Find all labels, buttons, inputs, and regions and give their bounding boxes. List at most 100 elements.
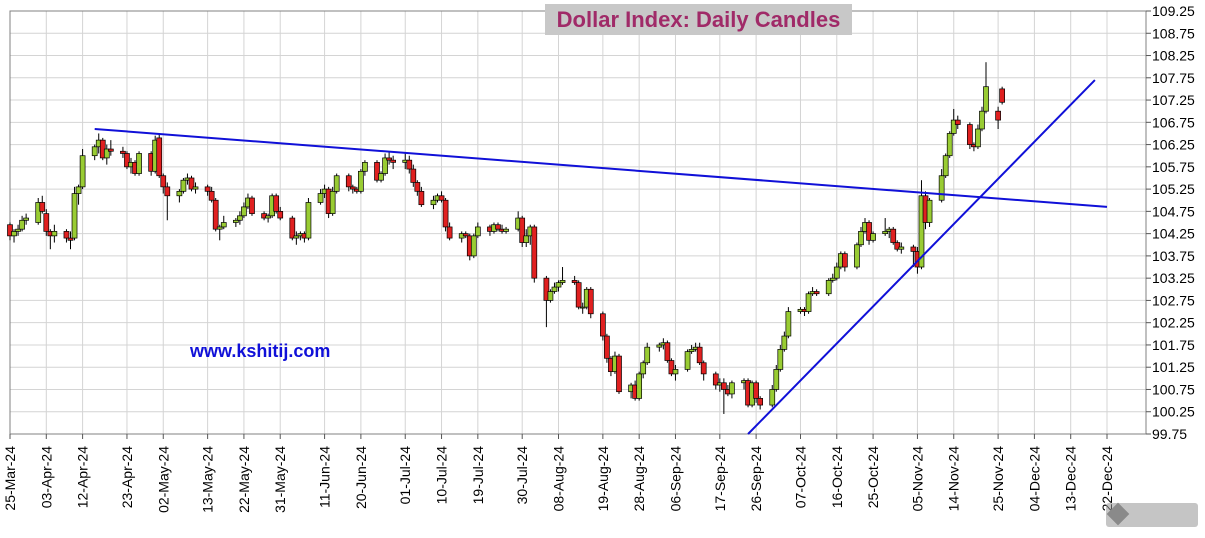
candle — [942, 153, 949, 178]
y-tick-label: 103.25 — [1152, 270, 1195, 286]
candle-body-down — [571, 280, 578, 283]
candle — [829, 273, 836, 283]
candle — [19, 215, 25, 232]
candle-body-up — [854, 244, 860, 268]
x-tick-label: 16-Oct-24 — [829, 446, 845, 508]
candle-body-up — [11, 231, 17, 237]
candle-body-up — [785, 311, 792, 337]
candle — [979, 106, 985, 132]
y-tick-label: 109.25 — [1152, 3, 1195, 19]
candle-body-up — [233, 219, 239, 223]
candle — [503, 226, 509, 234]
candle — [616, 353, 622, 394]
candle-body-down — [531, 226, 538, 279]
candle — [71, 186, 78, 241]
y-tick-label: 100.75 — [1152, 381, 1195, 397]
candle-body-down — [813, 291, 820, 295]
candle-body-up — [636, 373, 643, 399]
candle — [289, 215, 296, 241]
chart-title-background — [545, 4, 852, 35]
candle — [870, 231, 876, 243]
candle — [866, 220, 872, 245]
candle — [918, 180, 925, 270]
candle-body-down — [212, 199, 219, 230]
candle — [813, 289, 820, 296]
candle — [35, 198, 42, 225]
candle — [938, 169, 945, 203]
x-tick-label: 12-Apr-24 — [75, 446, 91, 508]
candle — [785, 307, 792, 339]
x-tick-label: 19-Jul-24 — [470, 446, 486, 505]
candle-body-down — [668, 360, 675, 375]
candle-body-up — [176, 190, 183, 197]
candle — [894, 240, 901, 252]
candle — [317, 189, 324, 205]
y-tick-label: 100.25 — [1152, 404, 1195, 420]
candle-body-up — [192, 186, 199, 190]
candle — [79, 149, 86, 190]
candle-body-down — [390, 159, 396, 163]
candle-body-up — [950, 119, 957, 134]
candle — [753, 380, 759, 403]
candle-body-down — [910, 246, 917, 252]
candle — [668, 358, 675, 377]
candle-body-down — [277, 211, 284, 219]
candle-body-up — [293, 235, 300, 239]
candle — [91, 144, 98, 161]
candle-body-up — [237, 215, 243, 221]
x-tick-label: 04-Dec-24 — [1026, 446, 1042, 512]
candle — [684, 349, 691, 372]
y-tick-label: 107.25 — [1152, 92, 1195, 108]
candle — [345, 173, 352, 192]
candle-body-up — [474, 226, 481, 237]
y-axis-ticks: 109.25 108.75 108.25 107.75 107.25 106.75 106.… — [1146, 3, 1195, 442]
candle — [390, 155, 396, 170]
candle — [910, 244, 917, 268]
x-tick-label: 11-Jun-24 — [317, 446, 333, 508]
candle-body-down — [406, 159, 413, 170]
x-tick-label: 02-May-24 — [155, 446, 171, 513]
candle — [781, 331, 788, 352]
candle-body-up — [975, 128, 981, 148]
x-axis-ticks: 25-Mar-24 03-Apr-24 12-Apr-24 23-Apr-24 02-M… — [2, 434, 1115, 513]
candle — [604, 333, 610, 363]
candle-body-up — [942, 155, 949, 177]
candle-body-up — [71, 193, 78, 239]
y-tick-label: 108.75 — [1152, 25, 1195, 41]
candle-body-down — [43, 213, 50, 232]
candle-body-down — [374, 162, 380, 181]
x-tick-label: 23-Apr-24 — [119, 446, 135, 508]
candle-body-down — [414, 182, 421, 192]
candle — [458, 231, 465, 243]
candle-body-down — [664, 342, 671, 361]
candle — [470, 233, 477, 259]
candle — [386, 151, 392, 165]
website-link[interactable]: www.kshitij.com — [190, 341, 331, 361]
candle-body-down — [721, 382, 727, 390]
candle — [216, 224, 223, 241]
candle-body-down — [156, 137, 163, 177]
x-tick-label: 19-Aug-24 — [595, 446, 611, 512]
candle — [51, 224, 58, 243]
candle-body-up — [983, 86, 989, 112]
candle — [418, 186, 425, 207]
candle — [188, 175, 195, 192]
candle — [688, 344, 695, 354]
candle-body-up — [684, 351, 691, 370]
candle-body-up — [79, 155, 86, 188]
candle — [237, 211, 243, 225]
candle-body-up — [91, 146, 98, 157]
candle — [656, 342, 663, 352]
candle-body-up — [773, 369, 780, 390]
candle — [414, 180, 421, 196]
candle — [176, 189, 183, 203]
candle-body-down — [462, 233, 469, 237]
candle-body-up — [882, 231, 889, 234]
candle — [519, 215, 526, 247]
candle-body-down — [386, 157, 392, 161]
candle — [664, 340, 671, 363]
x-tick-label: 01-Jul-24 — [397, 446, 413, 505]
candle — [277, 206, 284, 221]
candle — [241, 202, 247, 219]
candle-body-up — [777, 349, 784, 370]
